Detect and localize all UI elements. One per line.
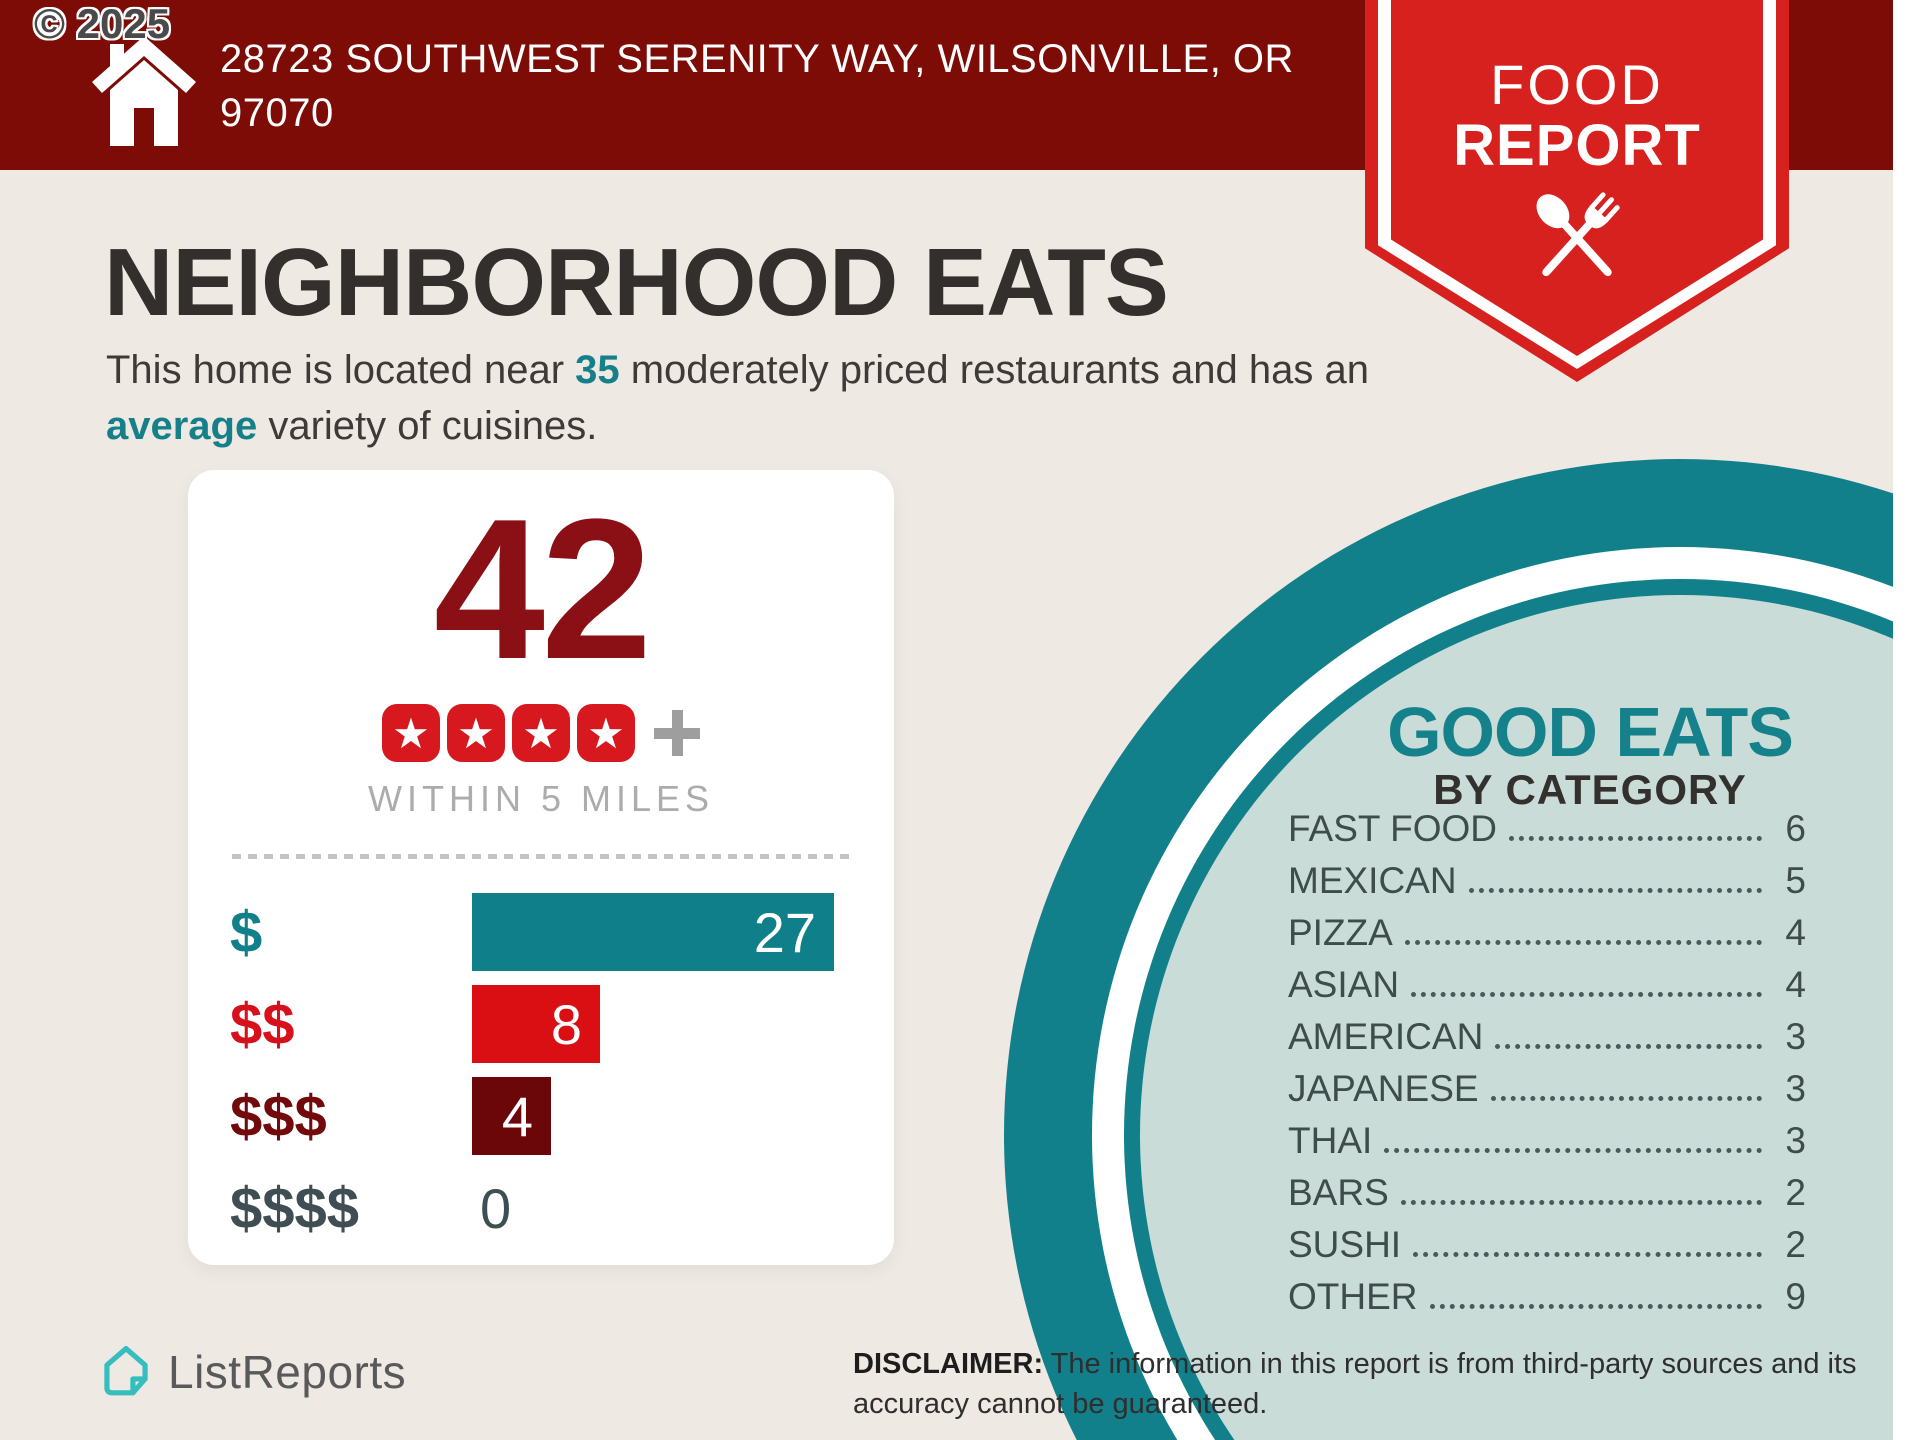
bar-zone: 4 xyxy=(472,1077,868,1155)
food-report-badge: FOOD REPORT xyxy=(1365,0,1789,382)
price-bar-row: $$ 8 xyxy=(230,985,868,1063)
listreports-brand-name: ListReports xyxy=(168,1346,407,1398)
dotted-leader xyxy=(1411,992,1762,997)
category-count: 4 xyxy=(1785,964,1806,1005)
star-rating: ★ ★ ★ ★ xyxy=(188,704,894,762)
disclaimer-body: The information in this report is from t… xyxy=(853,1348,1857,1420)
restaurant-count-score: 42 xyxy=(433,478,652,701)
category-label: SUSHI xyxy=(1288,1224,1402,1265)
price-bar-row: $$$ 4 xyxy=(230,1077,868,1155)
category-count: 3 xyxy=(1785,1120,1806,1161)
bar-zone: 0 xyxy=(472,1169,868,1247)
page-title: NEIGHBORHOOD EATS xyxy=(104,229,1169,336)
dashed-divider xyxy=(232,854,850,859)
star-icon: ★ xyxy=(447,704,505,762)
category-count: 3 xyxy=(1785,1068,1806,1109)
restaurant-count: 35 xyxy=(575,348,620,392)
listreports-logo-icon xyxy=(104,1346,148,1396)
summary-part3: variety of cuisines. xyxy=(257,404,598,448)
category-row: MEXICAN 5 xyxy=(1288,860,1806,912)
category-label: OTHER xyxy=(1288,1276,1418,1317)
category-label: ASIAN xyxy=(1288,964,1400,1005)
category-row: AMERICAN 3 xyxy=(1288,1016,1806,1068)
category-count: 9 xyxy=(1785,1276,1806,1317)
category-row: THAI 3 xyxy=(1288,1120,1806,1172)
star-icon: ★ xyxy=(577,704,635,762)
good-eats-subtitle: BY CATEGORY xyxy=(1433,766,1747,813)
badge-title-line1: FOOD xyxy=(1490,53,1664,116)
category-row: SUSHI 2 xyxy=(1288,1224,1806,1276)
category-row: PIZZA 4 xyxy=(1288,912,1806,964)
summary-part1: This home is located near xyxy=(106,348,576,392)
address-line2: 97070 xyxy=(220,91,334,135)
dotted-leader xyxy=(1495,1044,1762,1049)
category-label: FAST FOOD xyxy=(1288,808,1498,849)
category-label: AMERICAN xyxy=(1288,1016,1484,1057)
bar-fill: 4 xyxy=(472,1077,551,1155)
bar-zone: 27 xyxy=(472,893,868,971)
bar-zone: 8 xyxy=(472,985,868,1063)
dotted-leader xyxy=(1429,1304,1762,1309)
category-row: ASIAN 4 xyxy=(1288,964,1806,1016)
category-count: 6 xyxy=(1785,808,1806,849)
house-icon xyxy=(92,36,196,146)
copyright-watermark: © 2025 xyxy=(34,0,171,47)
category-row: OTHER 9 xyxy=(1288,1276,1806,1328)
category-label: JAPANESE xyxy=(1288,1068,1479,1109)
bar-value-zero: 0 xyxy=(480,1176,512,1240)
radius-caption: WITHIN 5 MILES xyxy=(367,778,715,819)
badge-title-line2: REPORT xyxy=(1453,113,1701,178)
price-level-label: $$ xyxy=(230,991,295,1057)
category-count: 2 xyxy=(1785,1224,1806,1265)
category-count: 3 xyxy=(1785,1016,1806,1057)
disclaimer-text: DISCLAIMER: The information in this repo… xyxy=(853,1344,1873,1424)
variety-rating: average xyxy=(106,404,258,448)
price-level-label: $$$$ xyxy=(230,1175,360,1241)
dotted-leader xyxy=(1509,836,1762,841)
category-count: 5 xyxy=(1785,860,1806,901)
dotted-leader xyxy=(1400,1200,1762,1205)
restaurant-score-card: 42 ★ ★ ★ ★ WITHIN 5 MILES $27 $$ 8 $$$ 4 $$$$ 0 xyxy=(188,470,894,1265)
category-count: 2 xyxy=(1785,1172,1806,1213)
summary-part2: moderately priced restaurants and has an xyxy=(619,348,1369,392)
listreports-brand: ListReports xyxy=(100,1342,406,1402)
address-line1: 28723 SOUTHWEST SERENITY WAY, WILSONVILL… xyxy=(220,37,1294,81)
price-level-label: $ xyxy=(230,899,263,965)
property-address: 28723 SOUTHWEST SERENITY WAY, WILSONVILL… xyxy=(220,32,1300,140)
category-list: FAST FOOD 6 MEXICAN 5 PIZZA 4 ASIAN 4 AMERICAN 3 J… xyxy=(1288,808,1806,1328)
price-bar-row: $$$$ 0 xyxy=(230,1169,868,1247)
category-count: 4 xyxy=(1785,912,1806,953)
good-eats-title: GOOD EATS xyxy=(1387,693,1794,771)
category-label: BARS xyxy=(1288,1172,1389,1213)
dotted-leader xyxy=(1490,1096,1762,1101)
dotted-leader xyxy=(1404,940,1762,945)
category-label: THAI xyxy=(1288,1120,1373,1161)
dotted-leader xyxy=(1468,888,1762,893)
price-level-bar-chart: $27 $$ 8 $$$ 4 $$$$ 0 xyxy=(230,893,868,1247)
star-icon: ★ xyxy=(382,704,440,762)
category-label: PIZZA xyxy=(1288,912,1393,953)
bar-fill: 27 xyxy=(472,893,834,971)
price-bar-row: $27 xyxy=(230,893,868,971)
category-row: FAST FOOD 6 xyxy=(1288,808,1806,860)
star-icon: ★ xyxy=(512,704,570,762)
spoon-fork-icon xyxy=(1536,192,1620,277)
dotted-leader xyxy=(1413,1252,1762,1257)
category-row: BARS 2 xyxy=(1288,1172,1806,1224)
disclaimer-label: DISCLAIMER: xyxy=(853,1348,1044,1380)
summary-sentence: This home is located near 35 moderately … xyxy=(106,342,1396,454)
bar-fill: 8 xyxy=(472,985,600,1063)
category-row: JAPANESE 3 xyxy=(1288,1068,1806,1120)
price-level-label: $$$ xyxy=(230,1083,327,1149)
category-label: MEXICAN xyxy=(1288,860,1457,901)
plus-icon xyxy=(654,710,700,756)
dotted-leader xyxy=(1384,1148,1762,1153)
